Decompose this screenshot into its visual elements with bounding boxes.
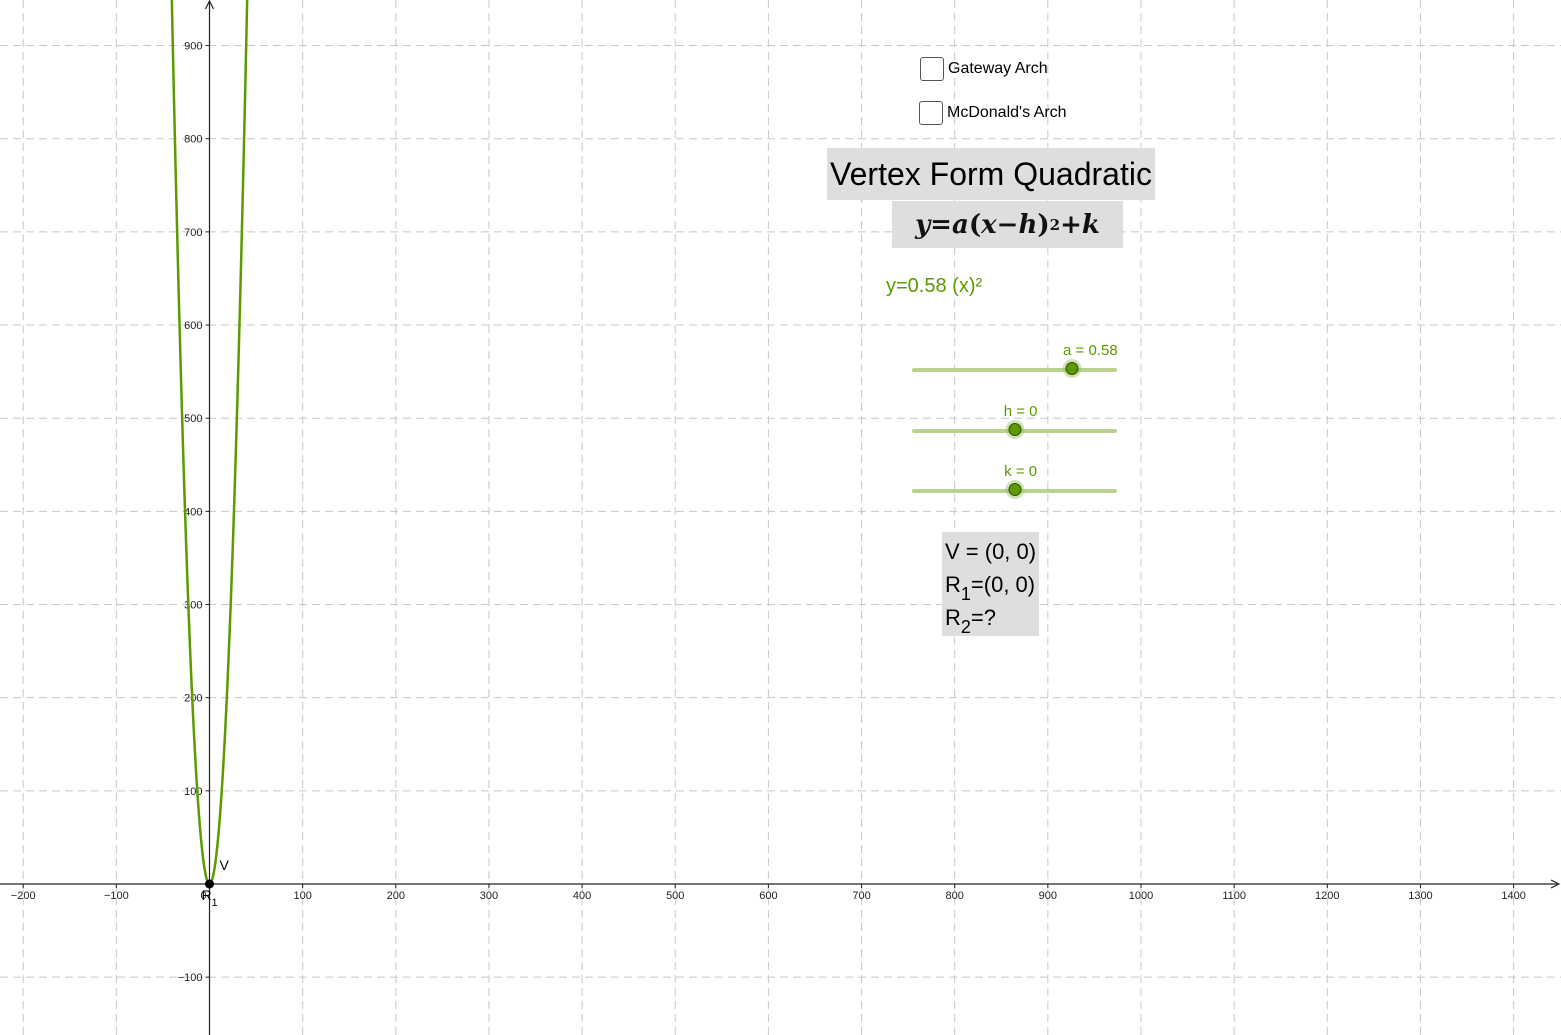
y-tick-label: 300 xyxy=(184,600,202,612)
formula-open: ( xyxy=(968,209,982,240)
y-tick-label: 400 xyxy=(184,506,202,518)
formula-h: h xyxy=(1018,209,1038,240)
x-tick-label: 200 xyxy=(387,890,405,902)
formula-exponent: 2 xyxy=(1049,215,1061,234)
x-tick-label: −100 xyxy=(104,890,129,902)
vertex-label: V xyxy=(220,857,230,873)
root-label: R xyxy=(202,887,212,903)
x-tick-label: 0 xyxy=(200,890,206,902)
formula-x: x xyxy=(981,209,997,240)
root-label-subscript: 1 xyxy=(212,897,218,909)
checkbox-gateway-arch[interactable]: Gateway Arch xyxy=(920,57,1048,81)
x-tick-label: 1400 xyxy=(1501,890,1525,902)
y-axis-arrow xyxy=(204,0,215,10)
checkbox-box[interactable] xyxy=(920,57,944,81)
slider-k[interactable]: k = 0 xyxy=(912,463,1117,507)
checkbox-mcdonalds-arch[interactable]: McDonald's Arch xyxy=(919,101,1067,125)
x-tick-label: 900 xyxy=(1039,890,1057,902)
checkbox-label: Gateway Arch xyxy=(948,60,1048,77)
x-tick-label: 700 xyxy=(852,890,870,902)
x-tick-label: 1200 xyxy=(1315,890,1339,902)
formula-y: y xyxy=(915,209,931,240)
slider-knob[interactable] xyxy=(1065,362,1079,375)
r1-readout: R1=(0, 0) xyxy=(945,572,1036,604)
checkbox-box[interactable] xyxy=(919,101,943,125)
y-tick-label: 700 xyxy=(184,227,202,239)
y-tick-label: 900 xyxy=(184,41,202,53)
x-tick-label: 1100 xyxy=(1222,890,1246,902)
slider-knob[interactable] xyxy=(1008,483,1021,496)
checkbox-label: McDonald's Arch xyxy=(947,104,1067,121)
x-tick-label: 800 xyxy=(946,890,964,902)
r2-readout: R2=? xyxy=(945,605,996,637)
y-tick-label: −100 xyxy=(178,972,203,984)
x-tick-label: 500 xyxy=(666,890,684,902)
vertex-form-formula: y = a(x − h) 2 + k xyxy=(892,201,1123,248)
x-tick-label: 1300 xyxy=(1408,890,1432,902)
formula-plus: + xyxy=(1060,209,1082,240)
x-tick-label: 600 xyxy=(759,890,777,902)
title-text: Vertex Form Quadratic xyxy=(827,148,1155,200)
formula-k: k xyxy=(1081,209,1100,240)
formula-a: a xyxy=(951,209,969,240)
x-tick-label: 1000 xyxy=(1129,890,1153,902)
x-tick-label: 100 xyxy=(293,890,311,902)
slider-h[interactable]: h = 0 xyxy=(912,403,1117,447)
formula-eq: = xyxy=(930,209,952,240)
slider-track[interactable] xyxy=(912,368,1117,372)
y-tick-label: 600 xyxy=(184,320,202,332)
equation-text: y=0.58 (x)² xyxy=(886,275,983,297)
x-tick-label: −200 xyxy=(11,890,36,902)
slider-label: k = 0 xyxy=(1004,463,1038,480)
formula-minus: − xyxy=(996,209,1019,240)
y-tick-label: 800 xyxy=(184,134,202,146)
vertex-readout: V = (0, 0) xyxy=(945,539,1037,564)
x-tick-label: 300 xyxy=(480,890,498,902)
formula-close: ) xyxy=(1037,209,1050,240)
x-tick-label: 400 xyxy=(573,890,591,902)
points[interactable]: VR 1 xyxy=(202,857,230,909)
y-tick-label: 500 xyxy=(184,413,202,425)
slider-label: h = 0 xyxy=(1003,403,1038,420)
info-panel: V = (0, 0) R1=(0, 0) R2=? xyxy=(942,532,1039,636)
y-tick-label: 100 xyxy=(184,786,202,798)
x-axis-arrow xyxy=(1550,879,1561,889)
slider-label: a = 0.58 xyxy=(1063,342,1118,359)
slider-a[interactable]: a = 0.58 xyxy=(912,342,1118,386)
vertex-point xyxy=(205,879,214,889)
slider-knob[interactable] xyxy=(1008,423,1021,436)
